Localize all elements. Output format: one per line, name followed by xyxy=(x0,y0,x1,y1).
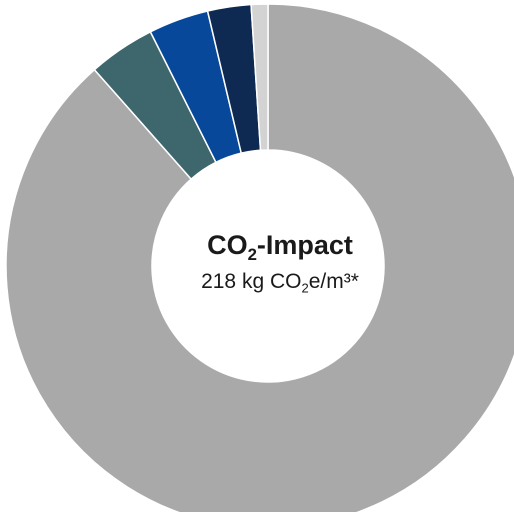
center-value-subscript: 2 xyxy=(301,280,309,296)
center-title: CO2-Impact xyxy=(130,228,430,264)
center-value-main: 218 kg CO xyxy=(201,270,302,293)
center-value: 218 kg CO2e/m³* xyxy=(130,268,430,296)
center-title-subscript: 2 xyxy=(247,244,257,264)
center-value-rest: e/m³* xyxy=(308,270,359,293)
center-title-main: CO xyxy=(207,230,248,260)
center-title-rest: -Impact xyxy=(256,230,353,260)
donut-slice-1 xyxy=(5,3,514,512)
donut-slice-5 xyxy=(250,3,269,151)
